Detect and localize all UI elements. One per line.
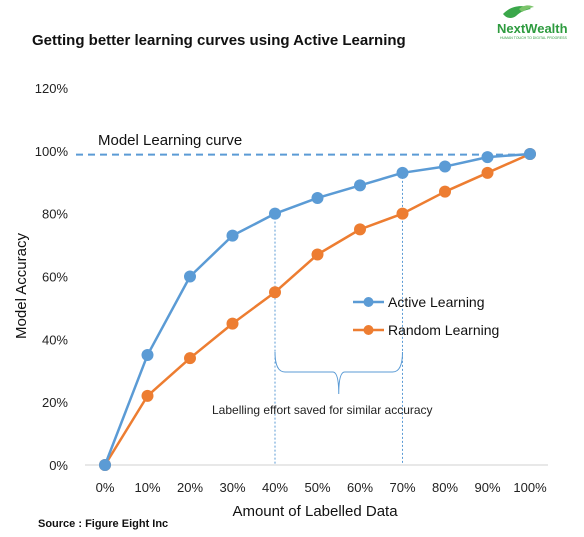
data-point-active: [184, 270, 196, 283]
x-tick-label: 90%: [474, 480, 500, 495]
x-tick-label: 80%: [432, 480, 458, 495]
y-axis-title: Model Accuracy: [13, 233, 30, 339]
legend-marker-active: [363, 297, 374, 307]
logo: NextWealth HUMAN TOUCH TO DIGITAL PROGRE…: [497, 5, 568, 40]
legend-item-active: Active Learning: [353, 294, 485, 310]
leaf-icon-small: [519, 5, 534, 12]
y-tick-label: 100%: [35, 144, 69, 159]
data-point-random: [184, 352, 196, 365]
data-point-active: [99, 459, 111, 471]
data-point-random: [439, 185, 451, 198]
logo-name: NextWealth: [497, 21, 568, 36]
y-tick-label: 120%: [35, 81, 69, 96]
source-note: Source : Figure Eight Inc: [38, 518, 168, 530]
data-point-random: [354, 223, 366, 236]
x-tick-label: 50%: [304, 480, 330, 495]
x-tick-label: 30%: [219, 480, 245, 495]
data-point-random: [269, 286, 281, 299]
x-tick-label: 70%: [389, 480, 415, 495]
data-point-active: [439, 160, 451, 173]
legend: Active Learning Random Learning: [353, 294, 499, 338]
legend-label-random: Random Learning: [388, 322, 499, 338]
data-point-active: [354, 179, 366, 192]
data-point-active: [524, 147, 536, 160]
data-point-active: [396, 166, 409, 179]
data-point-random: [396, 207, 409, 220]
data-point-random: [481, 166, 494, 179]
effort-saved-label: Labelling effort saved for similar accur…: [212, 403, 433, 417]
data-point-random: [226, 317, 239, 330]
y-tick-label: 20%: [42, 395, 68, 410]
y-axis-ticks: 0% 20% 40% 60% 80% 100% 120%: [35, 81, 69, 473]
x-tick-label: 40%: [262, 480, 288, 495]
data-point-active: [269, 207, 281, 220]
x-tick-label: 10%: [134, 480, 160, 495]
x-tick-label: 60%: [347, 480, 373, 495]
x-tick-label: 0%: [96, 480, 115, 495]
data-point-random: [141, 389, 154, 402]
x-axis-ticks: 0% 10% 20% 30% 40% 50% 60% 70% 80% 90% 100%: [96, 480, 547, 495]
chart-title: Getting better learning curves using Act…: [32, 32, 406, 49]
legend-item-random: Random Learning: [353, 322, 499, 338]
data-point-active: [226, 229, 239, 242]
data-point-active: [311, 191, 324, 204]
x-tick-label: 20%: [177, 480, 203, 495]
model-learning-label: Model Learning curve: [98, 132, 242, 149]
data-point-active: [141, 349, 154, 362]
y-tick-label: 0%: [49, 458, 68, 473]
series-layer: [99, 147, 536, 471]
data-point-random: [311, 248, 324, 261]
logo-tagline: HUMAN TOUCH TO DIGITAL PROGRESS: [500, 36, 568, 40]
effort-brace: [274, 351, 403, 395]
x-tick-label: 100%: [513, 480, 547, 495]
effort-guide-lines: [274, 172, 403, 465]
legend-marker-random: [363, 325, 374, 335]
y-tick-label: 80%: [42, 207, 68, 222]
x-axis-title: Amount of Labelled Data: [232, 503, 398, 520]
y-tick-label: 40%: [42, 332, 68, 347]
legend-label-active: Active Learning: [388, 294, 485, 310]
y-tick-label: 60%: [42, 270, 68, 285]
data-point-active: [481, 151, 494, 164]
